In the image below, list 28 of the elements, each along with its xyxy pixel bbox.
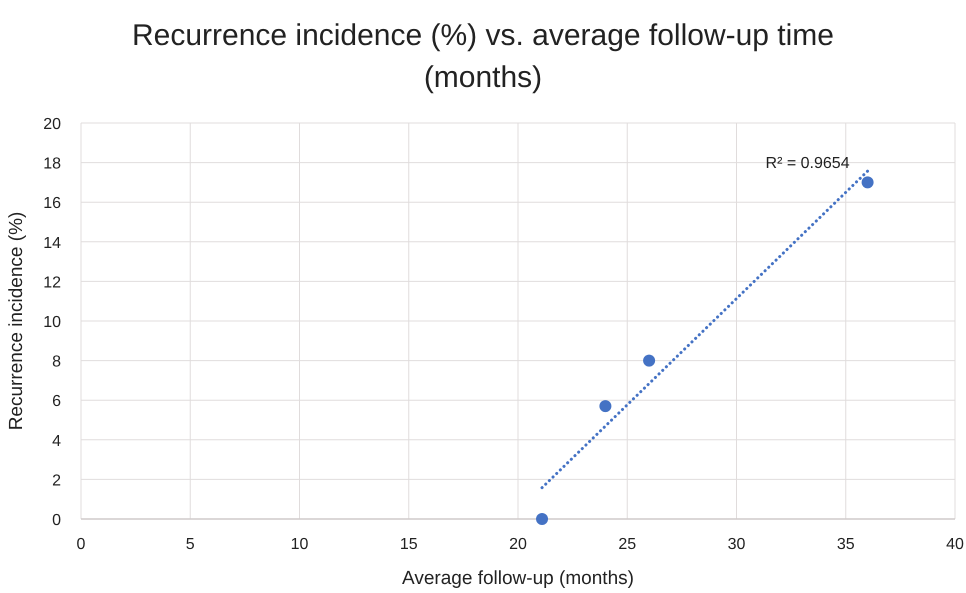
x-tick-label: 30: [728, 536, 746, 553]
y-tick-label: 12: [43, 274, 62, 292]
y-tick-label: 14: [43, 234, 62, 252]
x-tick-label: 10: [290, 536, 308, 553]
y-tick-label: 8: [52, 354, 62, 371]
x-tick-label: 40: [946, 536, 964, 553]
y-tick-label: 6: [52, 393, 62, 410]
y-axis-title: Recurrence incidence (%): [6, 212, 27, 430]
point: [536, 513, 548, 525]
y-tick-label: 10: [43, 314, 62, 331]
point: [599, 400, 612, 412]
y-tick-label: 0: [52, 512, 62, 529]
chart-title: Recurrence incidence (%) vs. average follow-up time (months): [132, 19, 834, 94]
x-tick-label: 5: [186, 536, 195, 553]
point: [862, 176, 874, 188]
y-tick-label: 20: [43, 116, 62, 133]
x-tick-label: 35: [836, 536, 855, 553]
annotation: R² = 0.9654: [766, 155, 850, 172]
y-tick-label: 18: [43, 156, 62, 173]
y-tick-label: 16: [43, 195, 62, 212]
y-tick-label: 4: [52, 432, 62, 450]
point: [643, 354, 656, 367]
x-axis-title: Average follow-up (months): [402, 568, 634, 589]
x-tick-label: 0: [76, 536, 86, 553]
x-tick-label: 15: [400, 536, 418, 553]
x-tick-label: 25: [618, 536, 636, 553]
y-tick-label: 2: [52, 472, 62, 490]
x-tick-label: 20: [509, 536, 527, 553]
